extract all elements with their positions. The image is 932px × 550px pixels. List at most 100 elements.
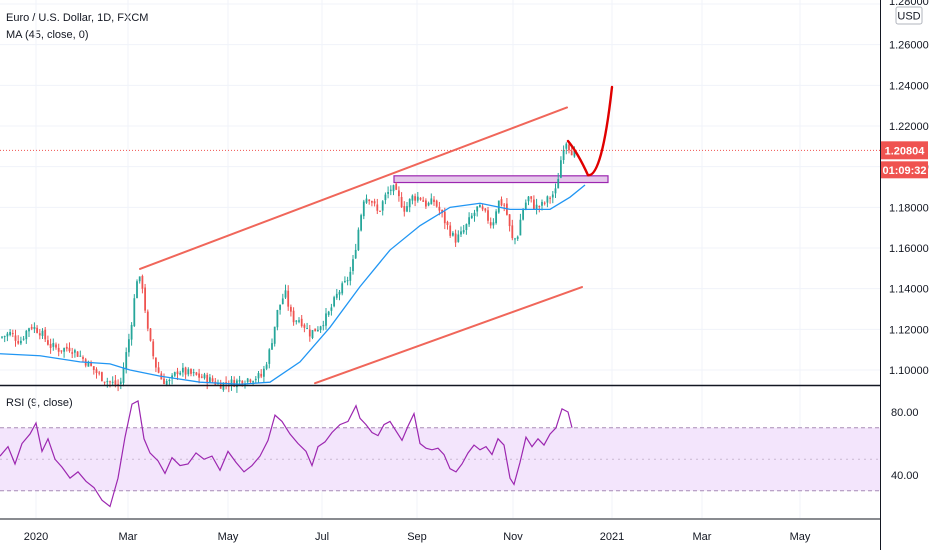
candle <box>462 225 465 235</box>
candle-body <box>460 231 462 235</box>
candle-body <box>109 381 111 383</box>
candle-body <box>371 201 373 203</box>
candle-body <box>446 221 449 226</box>
candle-body <box>511 225 514 239</box>
candle <box>449 221 452 238</box>
candle-body <box>481 206 484 210</box>
candle-body <box>314 328 317 332</box>
candle <box>541 199 543 211</box>
candle <box>303 323 306 333</box>
candle-body <box>322 325 325 327</box>
candle-body <box>103 381 106 383</box>
candle <box>487 206 489 224</box>
candle <box>357 227 360 252</box>
candle <box>562 145 565 164</box>
price-axis-bg <box>881 0 932 550</box>
price-tick-label: 1.18000 <box>889 202 929 214</box>
candle <box>489 217 492 229</box>
candle-body <box>551 194 554 198</box>
candle <box>68 342 71 353</box>
candle-body <box>111 381 114 383</box>
countdown-badge: 01:09:32 <box>881 161 928 179</box>
candle <box>265 361 268 371</box>
candle-body <box>41 330 44 336</box>
price-tick-label: 1.10000 <box>889 365 929 377</box>
candle <box>344 276 346 284</box>
candle-body <box>263 368 265 377</box>
candle-body <box>443 211 446 224</box>
candle <box>17 335 20 345</box>
candle-body <box>457 234 460 242</box>
candle-body <box>144 287 146 311</box>
candle-body <box>287 290 290 307</box>
candle-body <box>300 318 303 327</box>
candle-body <box>157 367 160 373</box>
candle <box>389 185 392 196</box>
candle-body <box>327 311 330 315</box>
candle-body <box>562 150 565 161</box>
candle <box>155 357 157 373</box>
time-tick-label: Nov <box>503 531 523 543</box>
candle <box>219 379 222 389</box>
symbol-title: Euro / U.S. Dollar, 1D, FXCM <box>6 12 149 24</box>
candle <box>198 368 200 384</box>
candle-body <box>568 144 570 151</box>
candle <box>171 373 173 385</box>
candle-body <box>265 364 268 369</box>
candle-body <box>376 204 379 211</box>
candle-body <box>284 290 287 298</box>
candle <box>1 336 3 339</box>
candle-body <box>271 343 273 350</box>
time-tick-label: May <box>790 531 811 543</box>
candle <box>38 329 41 340</box>
candle-body <box>6 333 9 337</box>
last-price-badge: 1.20804 <box>881 141 928 160</box>
candle <box>470 212 473 220</box>
candle-body <box>195 372 198 375</box>
candle-body <box>14 335 17 341</box>
candle <box>365 194 368 204</box>
candle <box>384 192 387 205</box>
candle-body <box>487 210 489 221</box>
candle-body <box>101 372 103 382</box>
candle <box>260 369 263 379</box>
channel-lines <box>139 106 583 385</box>
candle <box>211 375 214 384</box>
candle <box>373 198 376 207</box>
candle-body <box>503 204 506 206</box>
candle <box>254 376 257 384</box>
candle-body <box>179 372 182 375</box>
candle <box>516 235 519 241</box>
candle-body <box>365 198 368 203</box>
candle-body <box>344 280 346 282</box>
candle-body <box>203 374 206 379</box>
candle <box>111 376 114 387</box>
candle <box>149 327 152 342</box>
price-tick-label: 1.24000 <box>889 80 929 92</box>
time-tick-label: Mar <box>119 531 138 543</box>
candle <box>292 307 295 326</box>
currency-box-border <box>895 6 923 25</box>
resistance-zone-box <box>393 175 609 184</box>
candle-body <box>44 329 47 340</box>
candle-body <box>381 201 384 211</box>
candle-body <box>268 349 271 364</box>
candle <box>530 196 533 203</box>
candle-body <box>79 355 82 357</box>
candle-body <box>155 357 157 368</box>
candle <box>136 279 138 299</box>
candle-body <box>254 378 257 381</box>
candle <box>319 325 322 333</box>
candle-body <box>308 329 311 337</box>
candle <box>495 209 497 225</box>
candle <box>433 196 435 206</box>
candle-body <box>541 201 543 206</box>
candle-body <box>427 202 430 206</box>
candle <box>460 226 462 238</box>
candle-body <box>387 191 389 194</box>
candle-body <box>425 200 427 207</box>
rsi-line-path <box>0 400 573 508</box>
candle-body <box>295 320 298 322</box>
candle-body <box>398 190 400 197</box>
